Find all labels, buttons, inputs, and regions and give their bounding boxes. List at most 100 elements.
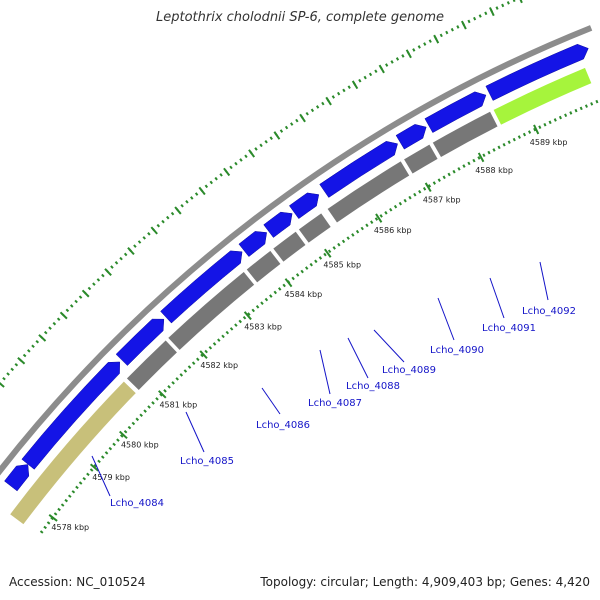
inner-scale-tick — [116, 438, 120, 442]
cds-feature — [319, 141, 398, 198]
inner-scale-tick — [183, 369, 188, 373]
inner-scale-tick — [50, 516, 54, 521]
inner-scale-tick — [564, 113, 568, 118]
gene-label-leader — [373, 329, 405, 363]
outer-scale-tick — [417, 45, 421, 49]
outer-scale-tick — [495, 6, 499, 10]
inner-scale-tick — [579, 106, 583, 111]
kbp-major-tick — [48, 513, 58, 522]
kbp-major-tick — [199, 350, 208, 359]
gene-label-leader — [539, 261, 549, 301]
inner-scale-tick — [408, 195, 412, 200]
inner-scale-tick — [548, 120, 552, 125]
outer-scale-tick — [14, 362, 19, 367]
inner-scale-tick — [273, 290, 277, 295]
outer-scale-tick — [229, 165, 233, 170]
outer-scale-tick — [166, 215, 170, 220]
outer-scale-tick — [254, 147, 258, 151]
outer-scale-tick — [87, 286, 92, 291]
outer-scale-tick — [310, 108, 315, 113]
inner-scale-tick — [467, 161, 471, 166]
outer-scale-tick — [501, 3, 505, 8]
outer-scale-tick — [2, 376, 6, 381]
inner-scale-tick — [323, 252, 327, 257]
gene-label-leader — [261, 387, 281, 415]
outer-scale-tick — [264, 139, 268, 144]
genome-summary-label: Topology: circular; Length: 4,909,403 bp… — [260, 575, 590, 589]
inner-scale-tick — [151, 401, 155, 405]
outer-major-tick — [150, 226, 158, 235]
inner-scale-tick — [512, 137, 516, 142]
inner-scale-tick — [71, 490, 76, 494]
inner-scale-tick — [251, 308, 255, 313]
outer-scale-tick — [269, 136, 273, 140]
inner-scale-tick — [46, 521, 51, 525]
kbp-major-tick — [324, 248, 332, 258]
outer-major-tick — [325, 96, 332, 106]
inner-scale-tick — [309, 262, 313, 267]
outer-scale-tick — [423, 42, 427, 46]
inner-scale-tick — [374, 217, 379, 221]
outer-major-tick — [489, 7, 495, 17]
inner-scale-tick — [39, 530, 44, 534]
inner-scale-tick — [108, 446, 113, 451]
inner-scale-tick — [457, 167, 461, 171]
inner-scale-tick — [171, 381, 175, 385]
gene-label: Lcho_4089 — [382, 365, 436, 376]
inner-scale-tick — [590, 102, 594, 106]
inner-scale-tick — [432, 181, 436, 185]
inner-scale-tick — [365, 223, 369, 228]
inner-scale-tick — [543, 122, 547, 127]
outer-scale-tick — [123, 252, 128, 257]
inner-scale-tick — [398, 201, 402, 206]
cds-feature — [289, 192, 320, 219]
inner-scale-tick — [67, 494, 72, 498]
inner-scale-tick — [143, 409, 147, 413]
inner-scale-tick — [584, 104, 588, 108]
outer-scale-tick — [456, 25, 460, 29]
outer-scale-tick — [368, 72, 373, 77]
outer-scale-tick — [133, 244, 137, 248]
outer-scale-tick — [321, 101, 325, 106]
kbp-major-tick — [284, 278, 293, 288]
cds-feature — [21, 361, 120, 470]
gene-feature — [430, 109, 500, 159]
outer-scale-tick — [506, 1, 510, 5]
kbp-major-tick — [158, 390, 167, 399]
inner-scale-tick — [522, 132, 527, 137]
inner-scale-tick — [351, 233, 355, 237]
inner-scale-tick — [163, 389, 167, 393]
inner-scale-tick — [131, 421, 136, 426]
outer-scale-tick — [467, 19, 471, 24]
cds-feature — [263, 211, 293, 238]
inner-scale-tick — [212, 342, 217, 346]
outer-scale-tick — [147, 232, 151, 236]
outer-scale-tick — [445, 30, 449, 35]
kbp-tick-label: 4587 kbp — [423, 195, 461, 204]
inner-scale-tick — [104, 451, 109, 455]
outer-major-tick — [104, 268, 112, 277]
kbp-major-tick — [89, 463, 99, 472]
inner-scale-tick — [393, 204, 398, 209]
inner-scale-tick — [569, 111, 573, 115]
inner-scale-tick — [191, 361, 196, 365]
inner-scale-tick — [517, 135, 521, 139]
kbp-tick-label: 4578 kbp — [51, 523, 89, 532]
inner-scale-tick — [477, 156, 481, 160]
gene-feature — [166, 269, 257, 353]
outer-major-tick — [273, 131, 281, 140]
inner-scale-tick — [175, 377, 179, 381]
inner-scale-tick — [379, 214, 383, 218]
kbp-major-tick — [375, 213, 383, 223]
inner-scale-tick — [159, 393, 163, 397]
inner-scale-tick — [53, 512, 58, 516]
outer-scale-tick — [219, 173, 223, 177]
outer-scale-tick — [412, 48, 416, 52]
outer-major-tick — [378, 64, 385, 74]
outer-scale-tick — [347, 85, 351, 89]
outer-scale-tick — [69, 304, 74, 308]
cds-feature — [395, 124, 427, 150]
inner-scale-tick — [538, 125, 542, 129]
inner-scale-tick — [264, 297, 269, 302]
inner-scale-tick — [167, 385, 171, 389]
